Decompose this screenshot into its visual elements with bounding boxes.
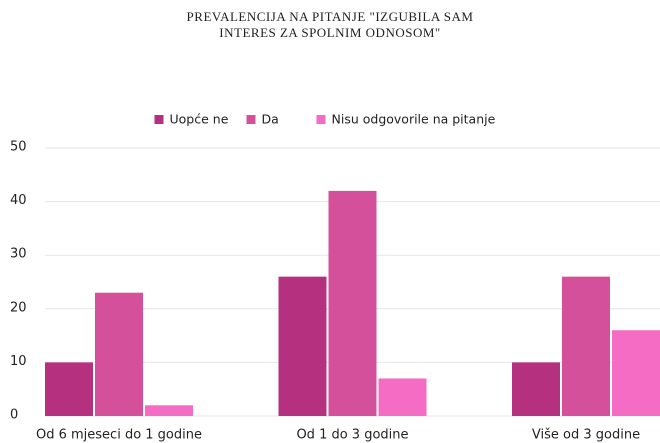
bar	[378, 378, 427, 416]
y-tick-label: 30	[10, 247, 27, 262]
x-tick-label: Više od 3 godine	[532, 428, 640, 443]
legend-label: Da	[262, 112, 279, 127]
y-tick-label: 10	[10, 354, 27, 369]
legend-label: Uopće ne	[170, 112, 229, 127]
y-tick-label: 50	[10, 140, 27, 155]
bar	[145, 405, 193, 416]
bar	[278, 276, 327, 416]
chart-title: INTERES ZA SPOLNIM ODNOSOM"	[219, 25, 440, 40]
legend-swatch	[316, 115, 326, 124]
y-tick-label: 0	[10, 408, 18, 423]
legend-swatch	[246, 115, 256, 124]
bar	[95, 292, 143, 416]
bar	[45, 362, 93, 416]
y-tick-label: 20	[10, 300, 27, 315]
legend-label: Nisu odgovorile na pitanje	[332, 112, 496, 127]
bar	[612, 330, 660, 416]
x-tick-label: Od 6 mjeseci do 1 godine	[36, 428, 202, 443]
bar	[512, 362, 560, 416]
legend-swatch	[154, 115, 164, 124]
y-tick-label: 40	[10, 193, 27, 208]
bar	[562, 276, 610, 416]
x-tick-label: Od 1 do 3 godine	[296, 428, 408, 443]
chart-title: PREVALENCIJA NA PITANJE "IZGUBILA SAM	[187, 9, 474, 24]
bar	[328, 190, 377, 416]
